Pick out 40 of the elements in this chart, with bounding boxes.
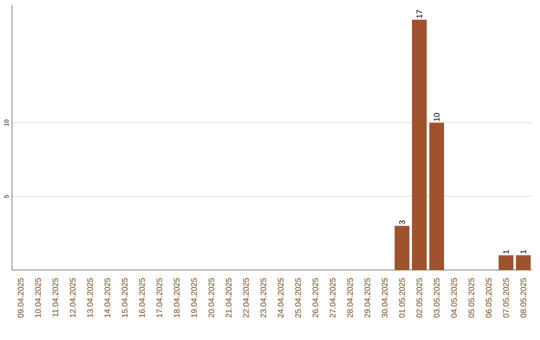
x-tick-label: 03.05.2025 <box>434 278 440 318</box>
x-tick-label: 21.04.2025 <box>226 278 232 318</box>
x-tick-label: 10.04.2025 <box>35 278 41 318</box>
x-tick-label: 12.04.2025 <box>70 278 76 318</box>
x-tick-label: 13.04.2025 <box>87 278 93 318</box>
x-tick-label: 24.04.2025 <box>278 278 284 318</box>
bar <box>394 226 410 270</box>
bar <box>412 20 427 270</box>
bar <box>498 255 514 270</box>
x-tick-label: 26.04.2025 <box>312 278 318 318</box>
x-tick-label: 30.04.2025 <box>382 278 388 318</box>
x-tick-label: 19.04.2025 <box>191 278 197 318</box>
x-tick-label: 17.04.2025 <box>156 278 162 318</box>
x-tick-label: 25.04.2025 <box>295 278 301 318</box>
x-tick-label: 18.04.2025 <box>174 278 180 318</box>
x-tick-label: 06.05.2025 <box>486 278 492 318</box>
x-tick-label: 01.05.2025 <box>399 278 405 318</box>
x-tick-label: 04.05.2025 <box>451 278 457 318</box>
x-tick-label: 23.04.2025 <box>260 278 266 318</box>
x-tick-label: 05.05.2025 <box>468 278 474 318</box>
x-tick-label: 22.04.2025 <box>243 278 249 318</box>
x-tick-label: 16.04.2025 <box>139 278 145 318</box>
bar <box>429 122 444 270</box>
x-tick-label: 02.05.2025 <box>416 278 422 318</box>
data-label: 1 <box>503 250 509 254</box>
data-label: 17 <box>416 10 422 18</box>
x-tick-label: 07.05.2025 <box>503 278 509 318</box>
x-tick-label: 28.04.2025 <box>347 278 353 318</box>
x-tick-label: 08.05.2025 <box>520 278 526 318</box>
data-label: 10 <box>434 112 440 121</box>
x-tick-label: 27.04.2025 <box>330 278 336 318</box>
data-label: 3 <box>399 220 405 224</box>
x-tick-label: 14.04.2025 <box>104 278 110 318</box>
x-tick-label: 20.04.2025 <box>208 278 214 318</box>
x-tick-label: 15.04.2025 <box>122 278 128 318</box>
bar <box>516 255 531 270</box>
x-tick-label: 09.04.2025 <box>18 278 24 318</box>
x-tick-label: 29.04.2025 <box>364 278 370 318</box>
data-label: 1 <box>520 250 526 254</box>
x-tick-label: 11.04.2025 <box>52 278 58 317</box>
